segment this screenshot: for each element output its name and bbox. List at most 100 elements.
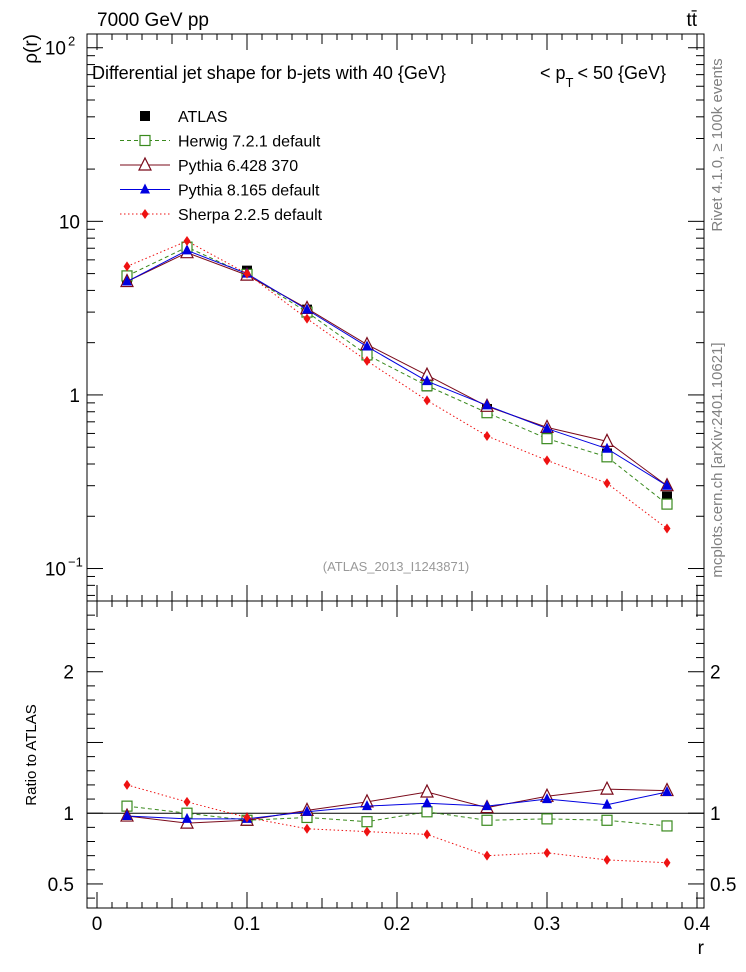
ratio-plot-frame [86,600,705,909]
x-tick-label: 0.3 [534,914,560,935]
analysis-watermark: (ATLAS_2013_I1243871) [323,559,469,574]
data-point-pythia-8-165-default [542,422,552,433]
series-line-pythia-6-428-370 [126,252,668,487]
ratio-point-herwig-7-2-1-default [661,820,673,832]
ratio-point-pythia-8-165-default [182,812,192,823]
legend-label-herwig-7-2-1-default: Herwig 7.2.1 default [178,134,321,151]
ratio-line-pythia-8-165-default [126,791,668,820]
x-tick-label: 0.2 [384,914,410,935]
data-point-sherpa-2-2-5-default [483,430,491,441]
main-y-tick-label: 10 [45,39,66,60]
data-point-pythia-8-165-default [122,275,132,286]
x-tick-label: 0.4 [684,914,711,935]
legend-marker-pythia-8-165-default [140,183,150,194]
process-label: tt̄ [686,10,697,31]
data-point-pythia-8-165-default [182,244,192,255]
main-y-tick-label: 10 [45,560,66,581]
x-axis-label: r [698,938,705,959]
data-point-atlas [662,491,672,502]
ratio-point-sherpa-2-2-5-default [603,854,611,865]
ratio-point-sherpa-2-2-5-default [543,847,551,858]
chart-title: Differential jet shape for b-jets with 4… [92,63,666,90]
ratio-y-tick-label-right: 1 [710,804,721,825]
ratio-y-tick-label: 2 [63,663,74,684]
rivet-label: Rivet 4.1.0, ≥ 100k events [709,58,726,231]
legend-label-atlas: ATLAS [178,109,228,126]
ratio-point-sherpa-2-2-5-default [483,850,491,861]
data-point-pythia-8-165-default [422,375,432,386]
series-line-pythia-8-165-default [126,249,668,487]
legend-marker-pythia-6-428-370 [138,156,152,171]
mcplots-label: mcplots.cern.ch [arXiv:2401.10621] [709,342,726,577]
data-point-pythia-8-165-default [302,303,312,314]
title-sub: T [566,75,574,90]
main-y-tick-exponent: 2 [68,34,75,49]
legend-marker-herwig-7-2-1-default [139,134,151,147]
ratio-point-pythia-8-165-default [602,798,612,809]
main-series [120,236,674,534]
ratio-line-pythia-6-428-370 [126,788,668,824]
data-point-sherpa-2-2-5-default [183,236,191,247]
ratio-point-herwig-7-2-1-default [601,814,613,826]
data-point-sherpa-2-2-5-default [423,395,431,406]
main-y-tick-exponent: −1 [68,555,83,570]
ratio-point-sherpa-2-2-5-default [663,857,671,868]
ratio-point-pythia-8-165-default [542,793,552,804]
data-point-pythia-8-165-default [362,340,372,351]
ratio-point-herwig-7-2-1-default [481,814,493,826]
ratio-point-pythia-8-165-default [662,785,672,796]
data-point-pythia-8-165-default [602,442,612,453]
legend-marker-sherpa-2-2-5-default [141,209,149,219]
ratio-y-label: Ratio to ATLAS [23,704,40,805]
x-tick-label: 0 [92,914,103,935]
data-point-sherpa-2-2-5-default [303,313,311,324]
ratio-line-sherpa-2-2-5-default [126,784,668,864]
data-point-sherpa-2-2-5-default [243,268,251,279]
ratio-point-sherpa-2-2-5-default [303,823,311,834]
ratio-point-sherpa-2-2-5-default [243,812,251,823]
title-lt: < p [540,63,566,83]
data-point-herwig-7-2-1-default [661,498,673,510]
legend-label-pythia-6-428-370: Pythia 6.428 370 [178,158,298,175]
data-point-sherpa-2-2-5-default [543,455,551,466]
ratio-point-sherpa-2-2-5-default [363,826,371,837]
legend-label-pythia-8-165-default: Pythia 8.165 default [178,183,320,200]
data-point-herwig-7-2-1-default [541,433,553,445]
ratio-series [120,779,674,868]
ratio-point-pythia-8-165-default [482,800,492,811]
ratio-y-tick-label: 0.5 [48,875,74,896]
ratio-axes: 0 0.1 0.2 0.3 0.4 2 2 1 1 0.5 0.5 [48,601,736,935]
data-point-sherpa-2-2-5-default [603,478,611,489]
ratio-point-pythia-8-165-default [422,797,432,808]
series-line-herwig-7-2-1-default [126,246,668,505]
data-point-pythia-8-165-default [662,479,672,490]
main-y-tick-label: 10 [59,212,80,233]
data-point-herwig-7-2-1-default [601,451,613,463]
legend-label-sherpa-2-2-5-default: Sherpa 2.2.5 default [178,207,323,224]
title-main: Differential jet shape for b-jets with 4… [92,63,446,83]
ratio-y-tick-label-right: 0.5 [710,875,736,896]
ratio-point-pythia-8-165-default [302,805,312,816]
ratio-y-tick-label-right: 2 [710,663,721,684]
ratio-point-pythia-8-165-default [122,810,132,821]
legend: ATLAS Herwig 7.2.1 default Pythia 6.428 37… [120,109,323,224]
ratio-point-herwig-7-2-1-default [541,813,553,825]
energy-label: 7000 GeV pp [97,10,209,31]
data-point-sherpa-2-2-5-default [123,261,131,272]
data-point-sherpa-2-2-5-default [663,523,671,534]
ratio-point-herwig-7-2-1-default [421,806,433,818]
ratio-point-sherpa-2-2-5-default [123,779,131,790]
ratio-line-herwig-7-2-1-default [126,805,668,827]
data-point-sherpa-2-2-5-default [363,355,371,366]
ratio-point-herwig-7-2-1-default [361,816,373,828]
main-y-label: ρ(r) [21,34,42,64]
series-line-sherpa-2-2-5-default [126,240,668,529]
ratio-point-sherpa-2-2-5-default [183,796,191,807]
ratio-point-pythia-6-428-370 [420,783,434,798]
x-tick-label: 0.1 [234,914,260,935]
main-y-tick-label: 1 [69,386,80,407]
legend-marker-atlas [140,111,150,121]
ratio-y-tick-label: 1 [63,804,74,825]
